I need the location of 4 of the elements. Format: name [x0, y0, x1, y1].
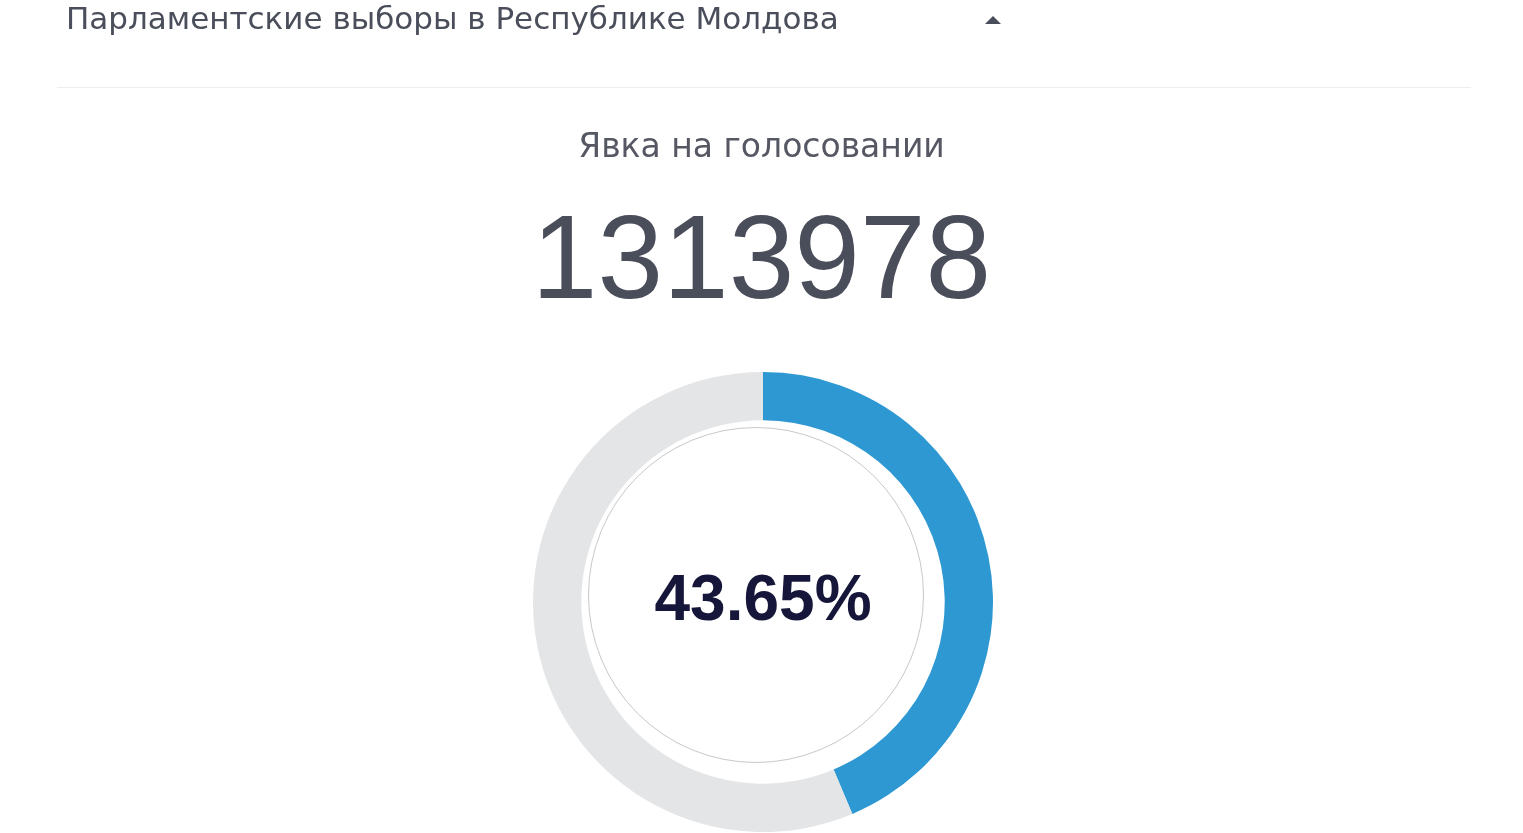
data-label: 43.65% [654, 561, 872, 634]
chart-subtitle: Явка на голосовании [577, 126, 946, 165]
chart-title: Парламентские выборы в Республике Молдова [66, 0, 839, 36]
text: 1313978 [530, 191, 993, 323]
